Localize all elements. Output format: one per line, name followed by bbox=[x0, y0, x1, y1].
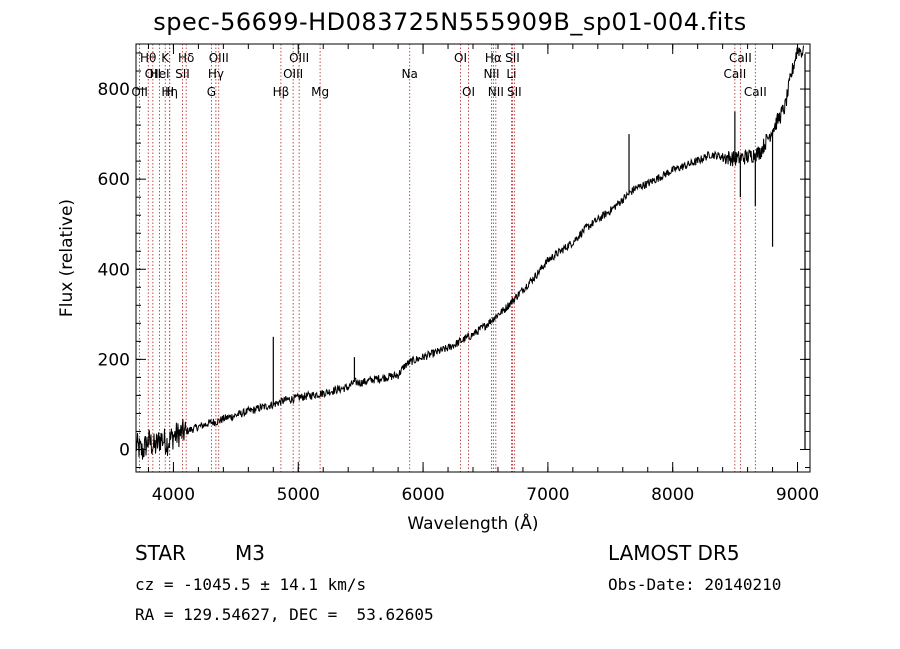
line-marker-label: Hδ bbox=[178, 51, 194, 65]
x-axis-label: Wavelength (Å) bbox=[407, 512, 538, 534]
line-marker-label: OI bbox=[454, 51, 467, 65]
line-marker-label: SII bbox=[507, 85, 522, 99]
y-tick-label: 600 bbox=[98, 170, 130, 190]
class-label: STAR bbox=[135, 541, 186, 565]
x-tick-label: 7000 bbox=[526, 485, 569, 505]
y-axis-label: Flux (relative) bbox=[57, 199, 77, 317]
survey-label: LAMOST DR5 bbox=[608, 541, 740, 565]
line-marker-label: Na bbox=[402, 67, 418, 81]
line-marker-label: OIII bbox=[283, 67, 303, 81]
line-marker-label: G bbox=[207, 85, 216, 99]
line-marker-label: Hα bbox=[485, 51, 502, 65]
y-tick-label: 0 bbox=[119, 440, 130, 460]
line-marker-label: OII bbox=[131, 85, 148, 99]
radec-label: RA = 129.54627, DEC = 53.62605 bbox=[135, 605, 434, 624]
line-marker-label: Hγ bbox=[208, 67, 224, 81]
line-marker-label: K bbox=[161, 51, 170, 65]
line-marker-label: OIII bbox=[289, 51, 309, 65]
x-tick-label: 9000 bbox=[776, 485, 819, 505]
line-marker-label: Hη bbox=[161, 85, 178, 99]
y-tick-label: 200 bbox=[98, 350, 130, 370]
y-tick-label: 400 bbox=[98, 260, 130, 280]
line-marker-label: OII bbox=[145, 67, 162, 81]
line-marker-label: SII bbox=[505, 51, 520, 65]
plot-title: spec-56699-HD083725N555909B_sp01-004.fit… bbox=[153, 8, 747, 36]
line-marker-label: Hθ bbox=[140, 51, 156, 65]
line-marker-label: Mg bbox=[311, 85, 329, 99]
x-tick-label: 5000 bbox=[277, 485, 320, 505]
x-tick-label: 4000 bbox=[152, 485, 195, 505]
x-tick-label: 8000 bbox=[651, 485, 694, 505]
line-marker-label: CaII bbox=[729, 51, 752, 65]
obs-date-label: Obs-Date: 20140210 bbox=[608, 575, 782, 594]
y-tick-label: 800 bbox=[98, 80, 130, 100]
line-marker-label: HeI bbox=[150, 67, 170, 81]
line-marker-label: Li bbox=[506, 67, 516, 81]
line-marker-label: OIII bbox=[209, 51, 229, 65]
x-tick-label: 6000 bbox=[401, 485, 444, 505]
line-marker-label: CaII bbox=[723, 67, 746, 81]
subclass-label: M3 bbox=[235, 541, 265, 565]
plot-frame bbox=[135, 43, 811, 473]
redshift-label: cz = -1045.5 ± 14.1 km/s bbox=[135, 575, 367, 594]
line-marker-label: NII bbox=[488, 85, 504, 99]
spectrum-line bbox=[135, 45, 804, 460]
line-marker-label: CaII bbox=[744, 85, 767, 99]
line-marker-label: SII bbox=[175, 67, 190, 81]
line-marker-label: Hβ bbox=[273, 85, 290, 99]
line-marker-label: NII bbox=[483, 67, 499, 81]
line-marker-label: OI bbox=[462, 85, 475, 99]
line-marker-label: H bbox=[165, 85, 174, 99]
